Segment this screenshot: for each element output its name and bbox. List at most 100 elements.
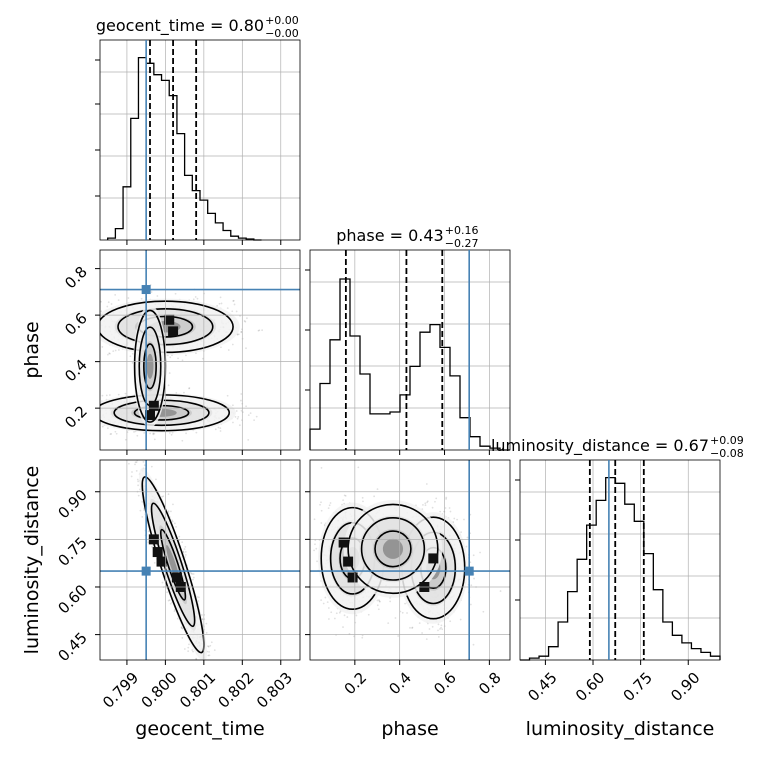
contour-line: [159, 528, 187, 601]
sample-point: [308, 591, 310, 593]
sample-point: [219, 427, 222, 429]
sample-point: [192, 578, 194, 581]
sample-point: [114, 293, 117, 296]
sample-point: [128, 462, 130, 465]
hist-step-geocent_time: [107, 56, 262, 241]
sample-point: [338, 611, 341, 614]
sample-point: [130, 442, 132, 444]
sample-point: [194, 296, 197, 298]
sample-point: [253, 419, 255, 422]
sample-point: [327, 607, 330, 609]
sample-point: [240, 399, 242, 402]
sample-point: [212, 665, 214, 667]
sample-point: [137, 480, 140, 483]
sample-point: [100, 310, 103, 313]
sample-point: [184, 546, 187, 548]
sample-point: [136, 444, 138, 446]
sample-point: [92, 420, 94, 422]
sample-point: [109, 352, 111, 355]
x-tick-label: 0.801: [176, 669, 219, 712]
sample-point: [94, 325, 96, 327]
sample-point: [176, 617, 179, 620]
sample-point: [95, 310, 97, 312]
hist-frame-phase: [309, 249, 511, 451]
sample-point: [138, 451, 140, 453]
sample-point: [180, 626, 183, 629]
sample-point: [328, 504, 331, 507]
sample-point: [315, 547, 318, 550]
sample-point: [411, 627, 413, 629]
sample-point: [437, 636, 440, 638]
sample-point: [197, 596, 200, 599]
sample-point: [246, 317, 248, 320]
sample-point: [207, 654, 210, 657]
sample-point: [205, 622, 208, 625]
sample-point: [144, 456, 146, 458]
sample-point: [151, 545, 153, 548]
sample-point: [188, 387, 190, 390]
sample-point: [406, 612, 408, 614]
sample-point: [90, 427, 92, 429]
sample-point: [185, 432, 187, 435]
sample-point: [175, 392, 178, 394]
contour-line: [143, 343, 157, 390]
y-tick-label: 0.60: [54, 581, 90, 617]
sample-point: [171, 354, 173, 357]
sample-point: [101, 346, 104, 348]
y-tick-label: 0.45: [54, 629, 90, 665]
sample-point: [192, 650, 194, 653]
title-text: phase = 0.43: [336, 226, 443, 245]
x-tick-label: 0.75: [620, 669, 656, 705]
sample-point: [184, 554, 187, 556]
sample-point: [137, 494, 140, 497]
title-minus: −0.00: [265, 27, 299, 40]
sample-point: [94, 395, 96, 397]
panel-phase-luminosity_distance: [308, 466, 502, 646]
sample-point: [96, 417, 98, 419]
sample-point: [150, 465, 153, 468]
sample-point: [313, 518, 316, 521]
sample-point: [129, 454, 131, 456]
sample-point: [198, 663, 200, 665]
sample-point: [208, 650, 210, 653]
sample-point: [108, 394, 111, 396]
sample-point: [220, 302, 223, 305]
sample-point: [124, 392, 127, 395]
sample-point: [226, 307, 229, 310]
sample-point: [47, 311, 49, 313]
sample-point: [96, 308, 98, 310]
sample-point: [218, 669, 220, 671]
sample-point: [202, 357, 204, 360]
x-tick-label: 0.799: [99, 669, 142, 712]
sample-point: [219, 430, 222, 432]
sample-point: [213, 649, 216, 651]
sample-point: [91, 337, 93, 339]
sample-point: [169, 602, 172, 605]
sample-point: [195, 431, 198, 434]
sample-point: [167, 493, 170, 496]
sample-point: [207, 660, 209, 662]
sample-point: [172, 503, 174, 506]
sample-point: [197, 662, 199, 664]
sample-point: [93, 413, 95, 415]
sample-point: [89, 332, 91, 334]
sample-point: [168, 599, 171, 601]
sample-point: [124, 438, 127, 441]
sample-point: [96, 414, 98, 416]
hist-frame-geocent_time: [99, 39, 301, 241]
sample-point: [91, 320, 93, 322]
sample-point: [195, 352, 197, 355]
density-peak-cell: [164, 314, 175, 325]
sample-point: [243, 320, 246, 322]
panel-title-phase: phase = 0.43 +0.16−0.27: [336, 224, 478, 250]
x-tick-label: 0.45: [524, 669, 560, 705]
sample-point: [330, 611, 333, 614]
panel-frame: [99, 249, 301, 451]
sample-point: [261, 329, 264, 332]
sample-point: [249, 412, 252, 415]
sample-point: [68, 313, 70, 315]
sample-point: [90, 393, 92, 395]
sample-point: [106, 427, 109, 430]
sample-point: [97, 405, 99, 407]
sample-point: [150, 291, 153, 293]
